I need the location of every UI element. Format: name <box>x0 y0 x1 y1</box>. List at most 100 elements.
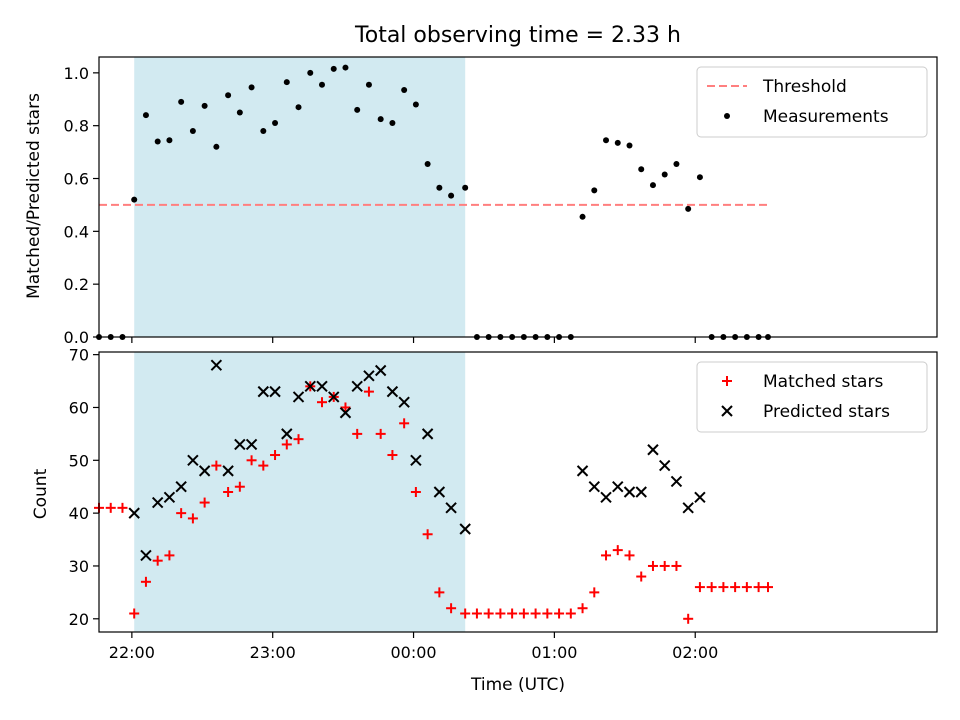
x-diag-2 <box>623 486 636 498</box>
measurement-point <box>248 84 255 91</box>
y-tick-label: 0.6 <box>64 170 89 189</box>
matched-stars-point <box>246 455 257 466</box>
bottom-panel: 20 30 40 50 60 70 22:00 23:00 00:00 01:00 02:00 Mat… <box>69 346 938 662</box>
x-diag-2 <box>151 496 164 509</box>
predicted-stars-point <box>339 407 352 419</box>
predicted-stars-point <box>292 391 305 403</box>
measurement-point <box>389 120 396 127</box>
x-diag-2 <box>269 385 281 398</box>
predicted-stars-point <box>433 486 446 498</box>
measurement-point <box>178 98 185 105</box>
measurement-point <box>696 174 703 181</box>
x-axis-label: Time (UTC) <box>470 675 565 695</box>
legend: Threshold Measurements <box>696 66 928 138</box>
matched-stars-point <box>495 608 506 619</box>
matched-stars-point <box>530 608 541 619</box>
matched-stars-point <box>281 439 292 450</box>
matched-stars-point <box>152 555 163 566</box>
x-diag-2 <box>433 486 446 498</box>
measurement-point <box>307 69 314 76</box>
legend-predicted-swatch-2 <box>721 405 733 417</box>
matched-stars-point <box>589 587 600 598</box>
matched-stars-point <box>258 460 269 471</box>
x-diag-2 <box>421 428 434 440</box>
measurement-point <box>201 102 208 109</box>
measurement-point <box>131 196 138 203</box>
y-tick-label: 30 <box>69 557 89 576</box>
predicted-stars-point <box>128 507 140 519</box>
x-diag-2 <box>281 428 293 440</box>
x-diag-2 <box>659 459 671 472</box>
matched-stars-point <box>483 608 494 619</box>
legend: Matched stars Predicted stars <box>696 361 928 433</box>
x-diag-2 <box>339 407 352 419</box>
measurement-point <box>614 139 621 146</box>
x-diag-2 <box>187 454 199 467</box>
measurement-point <box>272 120 279 127</box>
measurement-point <box>661 171 668 178</box>
x-diag-2 <box>682 502 694 514</box>
y-tick-label: 0.0 <box>64 328 89 347</box>
predicted-stars-point <box>374 364 387 377</box>
matched-stars-point <box>762 582 773 593</box>
legend-label: Matched stars <box>763 372 883 392</box>
matched-stars-point <box>601 550 612 561</box>
matched-stars-point <box>554 608 565 619</box>
predicted-stars-point <box>445 502 457 514</box>
x-tick-label: 23:00 <box>250 643 296 662</box>
x-diag-2 <box>588 481 600 493</box>
measurement-point <box>462 184 469 191</box>
measurement-point <box>283 79 290 86</box>
matched-stars-point <box>577 603 588 614</box>
x-tick-label: 22:00 <box>109 643 155 662</box>
predicted-stars-point <box>269 385 281 398</box>
measurement-point <box>424 160 431 167</box>
x-diag-2 <box>210 359 223 371</box>
predicted-stars-point <box>647 444 659 456</box>
predicted-stars-point <box>623 486 636 498</box>
predicted-stars-point <box>198 465 211 477</box>
predicted-stars-point <box>257 385 270 398</box>
x-tick-label: 01:00 <box>531 643 577 662</box>
predicted-stars-point <box>245 438 258 451</box>
matched-stars-point <box>387 450 398 461</box>
measurement-point <box>685 205 692 212</box>
x-diag-2 <box>410 454 422 467</box>
x-diag-2 <box>670 475 683 488</box>
matched-stars-point <box>612 545 623 556</box>
predicted-stars-point <box>600 491 612 503</box>
x-diag-2 <box>328 391 340 403</box>
x-diag-2 <box>647 444 659 456</box>
x-tick-label: 00:00 <box>390 643 436 662</box>
y-tick-label: 50 <box>69 451 89 470</box>
y-tick-label: 20 <box>69 610 89 629</box>
measurement-point <box>295 104 302 111</box>
matched-stars-point <box>753 582 764 593</box>
matched-stars-point <box>730 582 741 593</box>
measurement-point <box>436 184 443 191</box>
y-tick-label: 0.8 <box>64 117 89 136</box>
axes-frame <box>98 351 938 633</box>
matched-stars-point <box>129 608 140 619</box>
predicted-stars-point <box>234 438 246 451</box>
measurement-point <box>412 101 419 108</box>
matched-stars-point <box>270 450 281 461</box>
matched-stars-point <box>671 560 682 571</box>
predicted-stars-point <box>210 359 223 371</box>
bottom-y-axis-label: Count <box>31 468 51 519</box>
predicted-stars-point <box>421 428 434 440</box>
x-diag-2 <box>198 465 211 477</box>
matched-stars-point <box>471 608 482 619</box>
matched-stars-point <box>718 582 729 593</box>
matched-stars-point <box>422 529 433 540</box>
y-tick-label: 0.2 <box>64 275 89 294</box>
measurement-point <box>354 106 361 113</box>
x-diag-2 <box>163 491 176 503</box>
y-tick-label: 1.0 <box>64 64 89 83</box>
predicted-stars-point <box>694 491 706 503</box>
measurement-point <box>626 142 633 149</box>
x-diag-2 <box>600 491 612 503</box>
predicted-stars-point <box>612 481 624 493</box>
predicted-stars-point <box>410 454 422 467</box>
